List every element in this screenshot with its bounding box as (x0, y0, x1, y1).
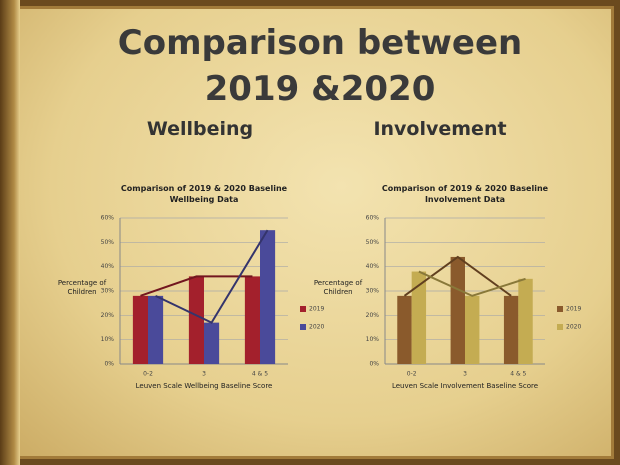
bar (465, 295, 480, 364)
x-axis-label: Leuven Scale Wellbeing Baseline Score (135, 382, 273, 390)
legend-label: 2020 (566, 324, 581, 331)
x-tick-label: 4 & 5 (252, 371, 268, 378)
book-spine (0, 0, 20, 465)
series-line (403, 255, 512, 297)
bar (188, 276, 204, 364)
heading: Involvement (373, 118, 507, 140)
y-tick-label: 0% (104, 361, 114, 368)
y-tick-label: 40% (101, 263, 115, 270)
y-tick-label: 60% (101, 215, 115, 222)
x-axis-label: Leuven Scale Involvement Baseline Score (391, 382, 539, 390)
y-tick-label: 50% (366, 239, 380, 246)
y-axis-label: Percentage of Children (57, 279, 107, 296)
x-tick-label: 0-2 (143, 371, 153, 378)
x-tick-label: 3 (202, 371, 206, 378)
bar (411, 271, 427, 364)
x-tick-label: 4 & 5 (510, 371, 526, 378)
x-tick-label: 3 (463, 371, 467, 378)
bar (518, 278, 533, 364)
y-tick-label: 60% (366, 215, 380, 222)
legend-swatch (300, 306, 306, 312)
y-tick-label: 50% (101, 239, 115, 246)
bar (132, 295, 148, 364)
bar (450, 256, 465, 364)
heading: Wellbeing (146, 118, 254, 140)
y-axis-label: Percentage of Children (313, 279, 363, 296)
y-tick-label: 30% (366, 288, 380, 295)
y-tick-label: 0% (369, 361, 379, 368)
bar (503, 295, 519, 364)
bar (148, 295, 164, 364)
legend-label: 2020 (309, 324, 324, 331)
bar (244, 276, 260, 364)
legend-label: 2019 (309, 306, 324, 313)
y-tick-label: 10% (366, 336, 380, 343)
y-tick-label: 10% (101, 336, 115, 343)
series-line (155, 229, 269, 324)
y-tick-label: 30% (101, 288, 115, 295)
bar (397, 295, 412, 364)
slide-title: Comparison between 2019 &2020 (117, 23, 523, 109)
bar (260, 230, 276, 364)
x-tick-label: 0-2 (407, 371, 417, 378)
legend-swatch (557, 324, 563, 330)
y-tick-label: 40% (366, 263, 380, 270)
legend-swatch (557, 306, 563, 312)
bar (204, 322, 220, 364)
series-line (140, 275, 253, 297)
y-tick-label: 20% (101, 312, 115, 319)
chart-title: Comparison of 2019 & 2020 Baseline Invol… (381, 184, 549, 204)
series-line (418, 270, 526, 297)
y-tick-label: 20% (366, 312, 380, 319)
legend-swatch (300, 324, 306, 330)
legend-label: 2019 (566, 306, 581, 313)
chart-title: Comparison of 2019 & 2020 Baseline Wellb… (120, 184, 288, 204)
